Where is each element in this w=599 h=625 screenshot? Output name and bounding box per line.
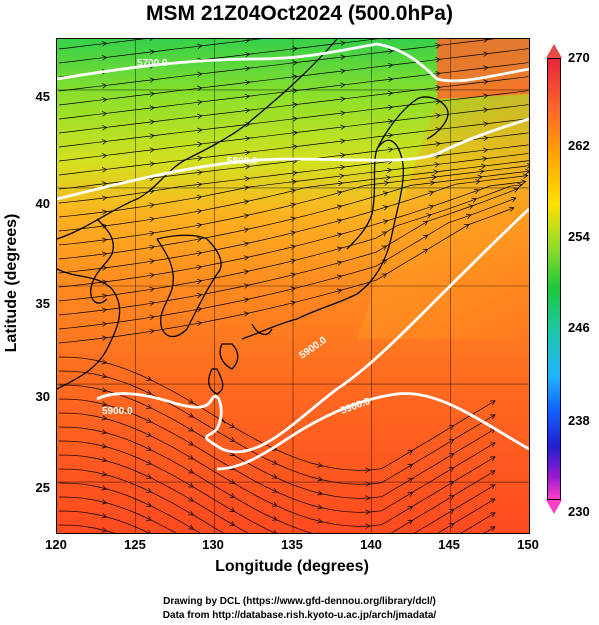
streamline <box>58 384 496 499</box>
y-tick-label: 35 <box>35 296 50 311</box>
wind-arrow <box>525 168 529 175</box>
streamline <box>58 170 529 260</box>
contour-label: 5800.0 <box>227 156 258 167</box>
streamline <box>58 184 523 302</box>
x-tick-label: 135 <box>281 537 303 552</box>
streamline <box>58 160 529 232</box>
wind-arrow <box>148 529 151 533</box>
contour-5900-a <box>96 207 529 454</box>
wind-arrow <box>508 206 515 212</box>
streamline <box>58 496 177 533</box>
wind-arrow <box>273 529 277 533</box>
warm-region-ne <box>437 39 529 99</box>
streamline <box>58 412 496 527</box>
streamline <box>58 197 517 330</box>
streamline <box>58 181 526 288</box>
colorbar-tick-label: 270 <box>568 50 590 65</box>
streamline <box>58 39 146 50</box>
streamline <box>58 118 529 176</box>
x-axis-label: Longitude (degrees) <box>215 558 369 575</box>
wind-arrow <box>510 197 517 203</box>
contour-5800 <box>57 117 529 201</box>
streamline <box>58 510 150 533</box>
streamline <box>58 39 262 64</box>
colorbar-tick-label: 238 <box>568 413 590 428</box>
streamline <box>58 188 519 316</box>
x-tick-label: 145 <box>438 537 460 552</box>
x-tick-label: 140 <box>360 537 382 552</box>
streamline <box>58 426 496 533</box>
warm-region <box>357 79 529 339</box>
streamline <box>58 370 496 485</box>
streamline <box>58 62 529 120</box>
y-tick-label: 40 <box>35 196 50 211</box>
y-tick-label: 30 <box>35 389 50 404</box>
x-tick-label: 130 <box>202 537 224 552</box>
colorbar-tick-label: 254 <box>568 229 590 244</box>
streamline <box>58 144 529 204</box>
streamline <box>58 104 529 162</box>
streamline <box>58 482 496 533</box>
map-svg: 5700.0 5800.0 5900.0 5900.0 5900.0 <box>57 39 529 533</box>
x-tick-label: 125 <box>124 537 146 552</box>
chart-title: MSM 21Z04Oct2024 (500.0hPa) <box>146 2 453 25</box>
streamline <box>58 440 496 533</box>
colorbar-min-arrow <box>546 500 562 514</box>
credit-line-1: Drawing by DCL (https://www.gfd-dennou.o… <box>163 596 436 607</box>
colorbar-tick-label: 230 <box>568 504 590 519</box>
streamlines <box>58 39 529 533</box>
y-tick-label: 45 <box>35 89 50 104</box>
map-plot-area: 5700.0 5800.0 5900.0 5900.0 5900.0 <box>56 38 530 534</box>
wind-arrow <box>526 163 529 169</box>
streamline <box>58 454 496 533</box>
wind-arrow <box>149 39 153 41</box>
streamline <box>58 165 529 246</box>
contour-5700 <box>57 42 529 83</box>
streamline <box>58 76 529 134</box>
streamline <box>58 153 529 218</box>
streamline <box>58 398 496 513</box>
streamline <box>58 48 529 106</box>
y-tick-label: 25 <box>35 480 50 495</box>
x-tick-label: 120 <box>45 537 67 552</box>
contour-label: 5900.0 <box>102 406 133 417</box>
credit-line-2: Data from http://database.rish.kyoto-u.a… <box>162 610 437 621</box>
streamline <box>58 468 496 533</box>
streamline <box>58 207 515 344</box>
colorbar <box>547 58 561 500</box>
contour-label: 5700.0 <box>137 58 168 69</box>
colorbar-tick-label: 246 <box>568 320 590 335</box>
streamline <box>58 175 528 274</box>
coastlines <box>57 39 449 424</box>
colorbar-tick-label: 262 <box>568 138 590 153</box>
x-tick-label: 150 <box>517 537 539 552</box>
y-axis-label: Latitude (degrees) <box>3 213 20 353</box>
colorbar-max-arrow <box>546 44 562 58</box>
streamline <box>58 90 529 148</box>
geopotential-contours <box>57 42 529 471</box>
streamline <box>58 356 496 471</box>
contour-5900-b <box>216 392 529 471</box>
streamline <box>58 39 496 92</box>
